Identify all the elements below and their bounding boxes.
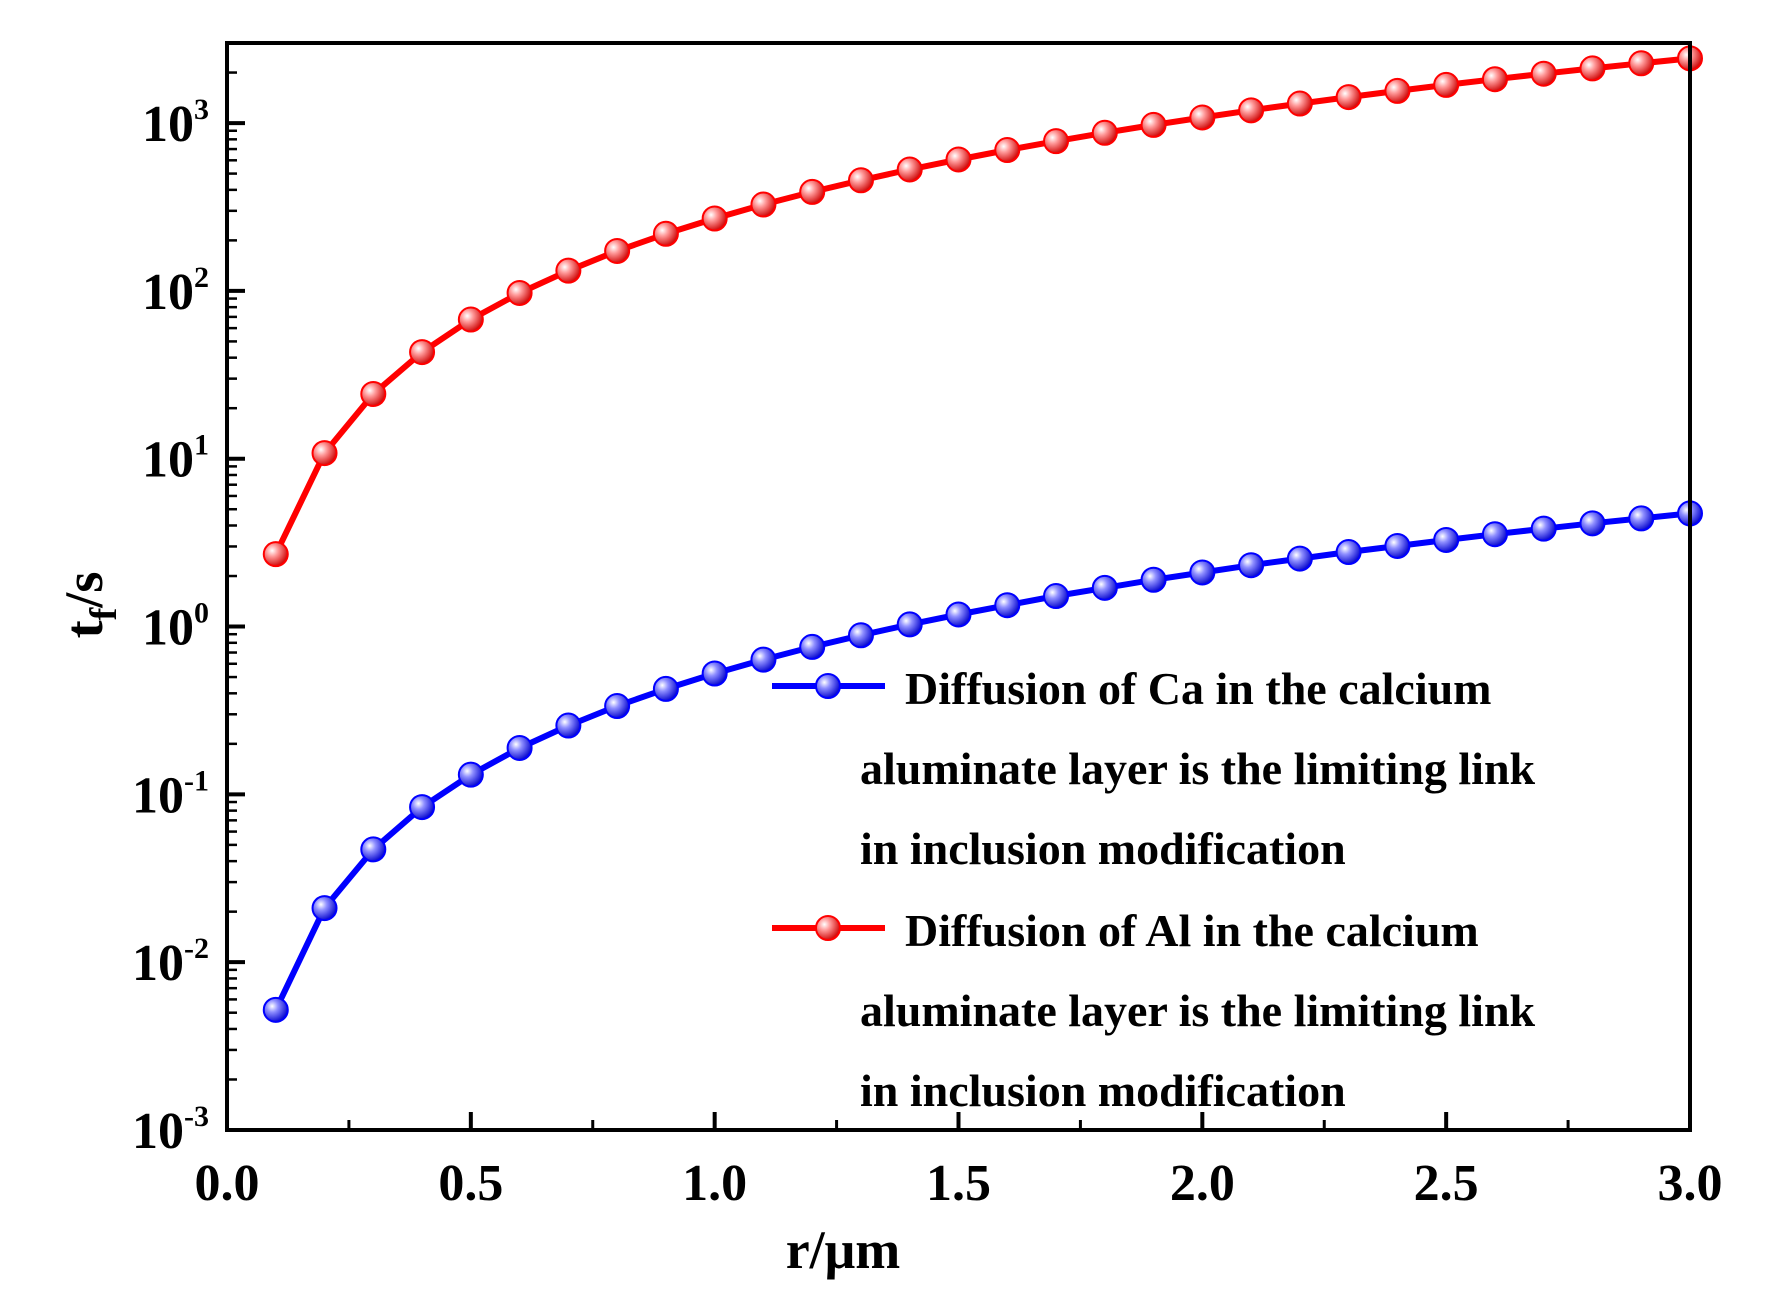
data-point-al <box>409 339 436 366</box>
legend-marker-ca <box>815 673 841 699</box>
x-axis: 0.0 0.5 1.0 1.5 2.0 2.5 3.0 <box>195 1112 1723 1212</box>
data-point-al <box>457 306 484 333</box>
data-point-ca <box>1335 539 1362 566</box>
data-point-al <box>799 178 826 205</box>
data-point-al <box>896 156 923 183</box>
data-point-al <box>847 167 874 194</box>
data-point-ca <box>1140 566 1167 593</box>
data-point-ca <box>896 611 923 638</box>
x-axis-title: r/μm <box>786 1220 901 1280</box>
data-point-ca <box>457 761 484 788</box>
data-point-ca <box>311 895 338 922</box>
x-tick-label: 3.0 <box>1658 1155 1723 1212</box>
data-point-ca <box>750 646 777 673</box>
x-tick-label: 2.0 <box>1170 1155 1235 1212</box>
y-axis-title: tf/s <box>54 572 125 639</box>
data-point-al <box>1579 55 1606 82</box>
data-point-ca <box>1189 559 1216 586</box>
data-point-ca <box>409 794 436 821</box>
data-point-al <box>555 257 582 284</box>
y-axis: 10-3 10-2 10-1 100 101 102 103 <box>132 71 245 1160</box>
plot-frame <box>225 41 1692 1132</box>
legend-text-ca: in inclusion modification <box>860 823 1346 874</box>
data-point-ca <box>1433 526 1460 553</box>
data-point-ca <box>360 836 387 863</box>
data-point-al <box>701 205 728 232</box>
data-point-ca <box>1238 552 1265 579</box>
legend-marker-al <box>815 915 841 941</box>
legend-text-ca: Diffusion of Ca in the calcium <box>905 663 1492 714</box>
series-al <box>262 45 1703 568</box>
data-point-al <box>604 237 631 264</box>
series-line-al <box>273 55 1691 556</box>
data-point-al <box>1384 77 1411 104</box>
y-tick-label: 102 <box>142 261 209 321</box>
data-point-al <box>652 220 679 247</box>
data-point-al <box>1238 97 1265 124</box>
y-tick-label: 10-2 <box>132 932 209 992</box>
legend-text-ca: aluminate layer is the limiting link <box>860 743 1536 794</box>
data-point-al <box>1189 104 1216 131</box>
data-point-al <box>1433 71 1460 98</box>
x-tick-label: 0.5 <box>438 1155 503 1212</box>
x-tick-label: 2.5 <box>1414 1155 1479 1212</box>
y-tick-label: 10-1 <box>132 764 209 824</box>
data-point-al <box>1043 128 1070 155</box>
data-point-al <box>1140 111 1167 138</box>
data-point-al <box>1628 50 1655 77</box>
series-ca <box>262 500 1703 1023</box>
data-point-al <box>311 440 338 467</box>
data-point-al <box>994 137 1021 164</box>
data-point-ca <box>555 712 582 739</box>
legend: Diffusion of Ca in the calcium aluminate … <box>772 663 1536 1116</box>
data-point-ca <box>262 996 289 1023</box>
y-axis-title-base: t <box>54 620 114 638</box>
data-point-ca <box>799 633 826 660</box>
y-tick-label: 100 <box>142 597 209 657</box>
data-point-al <box>1481 66 1508 93</box>
data-point-ca <box>506 734 533 761</box>
legend-entry-ca: Diffusion of Ca in the calcium aluminate … <box>772 663 1536 874</box>
x-tick-label: 1.0 <box>682 1155 747 1212</box>
legend-text-al: Diffusion of Al in the calcium <box>905 905 1479 956</box>
data-point-ca <box>652 675 679 702</box>
data-point-al <box>1286 90 1313 117</box>
data-point-al <box>750 191 777 218</box>
data-point-ca <box>945 601 972 628</box>
data-point-al <box>506 279 533 306</box>
data-point-ca <box>994 592 1021 619</box>
y-axis-title-subscript: f <box>83 606 125 620</box>
x-tick-label: 1.5 <box>926 1155 991 1212</box>
data-point-al <box>360 381 387 408</box>
series-layer <box>262 45 1703 1023</box>
data-point-ca <box>1628 505 1655 532</box>
legend-text-al: aluminate layer is the limiting link <box>860 985 1536 1036</box>
data-point-al <box>1530 60 1557 87</box>
y-axis-title-suffix: /s <box>54 572 114 609</box>
data-point-ca <box>1286 545 1313 572</box>
data-point-ca <box>847 622 874 649</box>
legend-entry-al: Diffusion of Al in the calcium aluminate … <box>772 905 1536 1116</box>
data-point-ca <box>1043 583 1070 610</box>
data-point-ca <box>1530 515 1557 542</box>
data-point-ca <box>1579 510 1606 537</box>
data-point-al <box>262 541 289 568</box>
data-point-ca <box>604 693 631 720</box>
data-point-al <box>945 146 972 173</box>
legend-text-al: in inclusion modification <box>860 1065 1346 1116</box>
data-point-al <box>1335 84 1362 111</box>
y-tick-label: 101 <box>142 429 209 489</box>
data-point-ca <box>1091 574 1118 601</box>
data-point-al <box>1091 119 1118 146</box>
data-point-ca <box>701 660 728 687</box>
y-tick-label: 10-3 <box>132 1100 209 1160</box>
y-tick-label: 103 <box>142 93 209 153</box>
data-point-ca <box>1481 521 1508 548</box>
data-point-ca <box>1384 532 1411 559</box>
x-tick-label: 0.0 <box>195 1155 260 1212</box>
